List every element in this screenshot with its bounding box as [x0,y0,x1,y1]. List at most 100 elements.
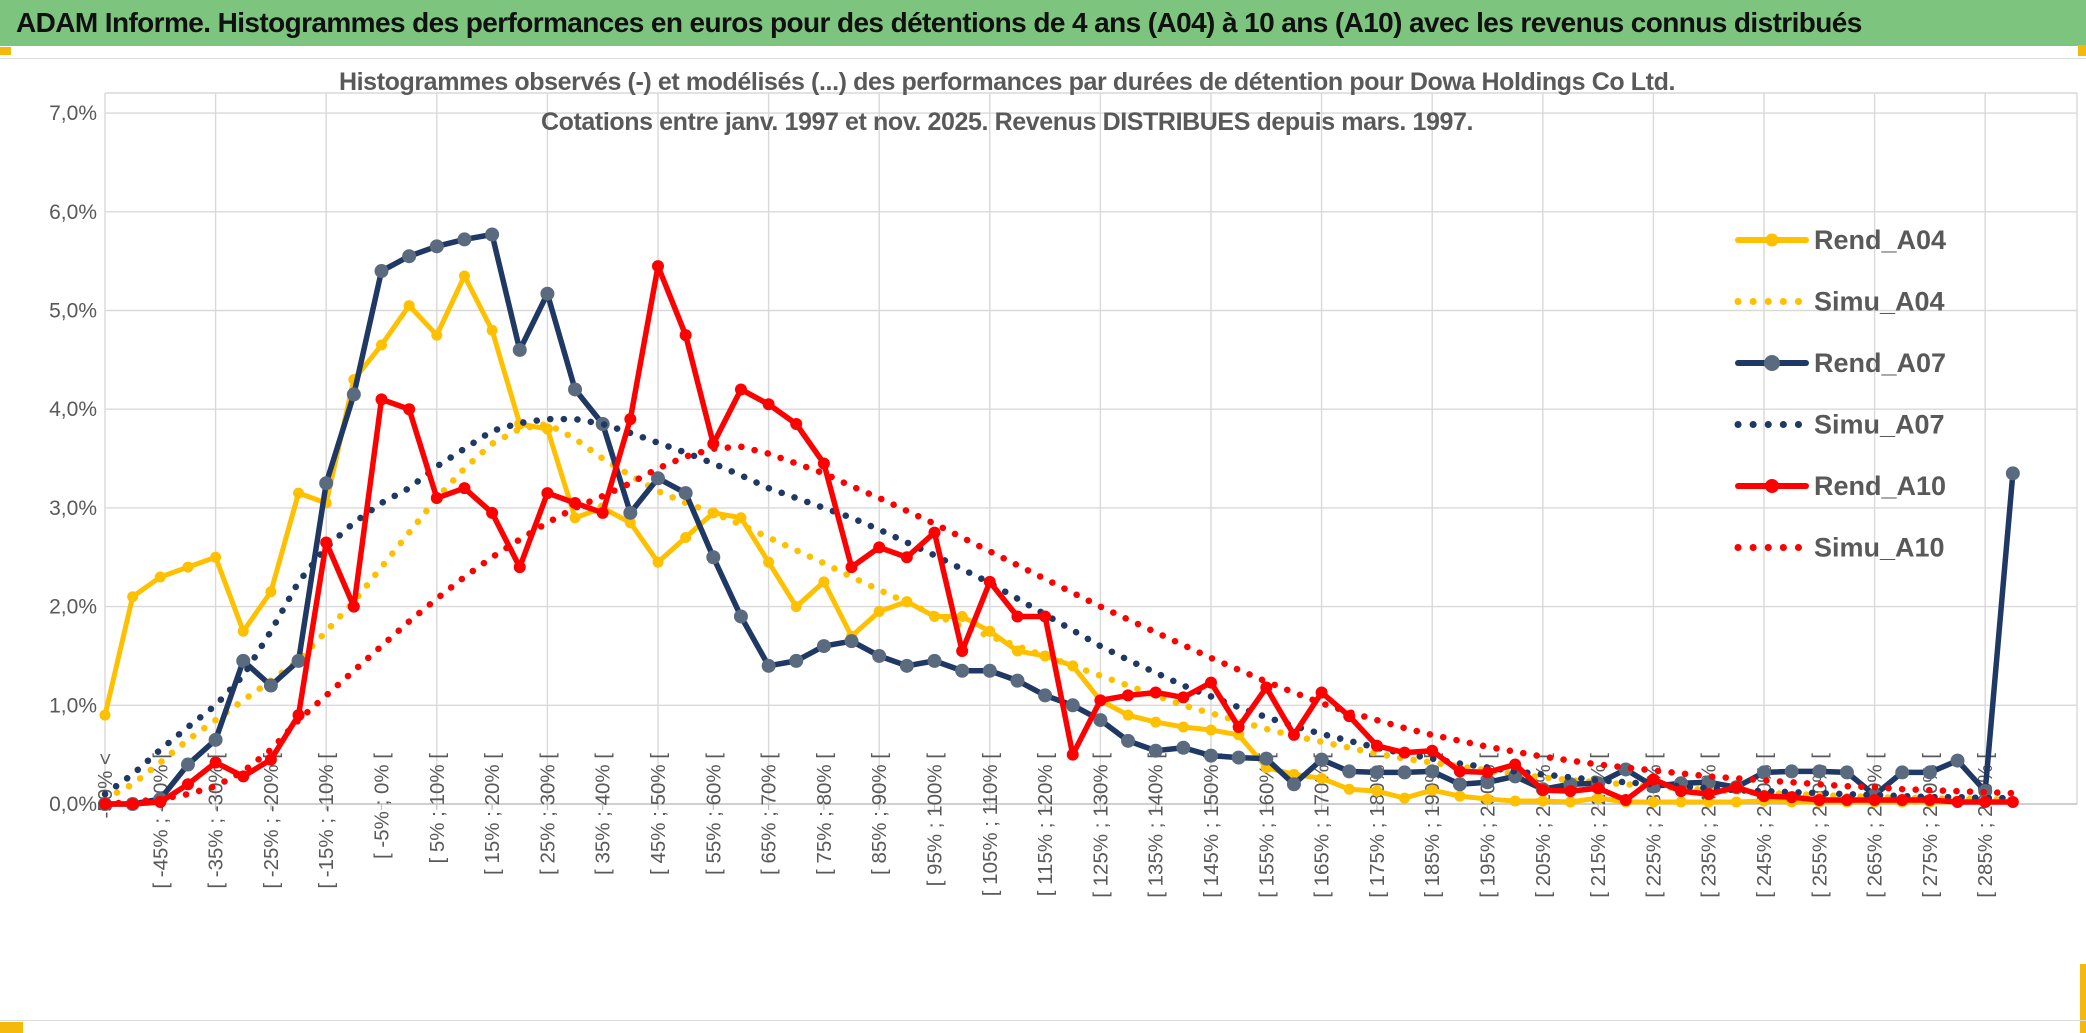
series-marker-Rend_A07 [1895,765,1910,780]
series-marker-Rend_A10 [237,770,250,783]
series-marker-Rend_A10 [1066,748,1079,761]
series-marker-Rend_A07 [1176,740,1191,755]
series-marker-Rend_A04 [431,329,443,341]
series-marker-Rend_A04 [486,324,498,336]
series-marker-Rend_A10 [1619,794,1632,807]
series-marker-Rend_A07 [1480,775,1495,790]
chart-title: Histogrammes observés (-) et modélisés (… [339,68,1675,136]
legend-swatch-marker-Rend_A10 [1765,479,1779,493]
series-marker-Rend_A10 [430,492,443,505]
x-axis-label: [ 105% ; 110% [ [979,753,1002,897]
series-marker-Rend_A10 [1122,689,1135,702]
series-line-Simu_A07 [101,415,2017,802]
series-marker-Rend_A10 [1592,782,1605,795]
series-marker-Rend_A10 [264,753,277,766]
series-marker-Rend_A07 [1397,765,1412,780]
x-axis-label: [ 75% ; 80% [ [813,753,836,875]
series-marker-Rend_A07 [1812,764,1827,779]
legend-item-Simu_A07: Simu_A07 [1734,410,1945,440]
series-marker-Rend_A07 [899,658,914,673]
series-marker-Rend_A07 [982,663,997,678]
series-marker-Rend_A07 [651,471,665,486]
series-marker-Rend_A04 [458,270,470,282]
legend-swatch-marker-Rend_A07 [1764,355,1780,371]
y-axis-label: 6,0% [49,201,97,224]
series-marker-Rend_A10 [292,709,305,722]
series-marker-Rend_A07 [789,653,804,668]
series-marker-Rend_A10 [679,329,692,342]
legend: Rend_A04 Simu_A04 Rend_A07 Simu_A07 Rend_A10… [1734,225,1946,563]
series-marker-Rend_A07 [402,249,417,264]
series-marker-Rend_A07 [236,653,251,668]
series-marker-Rend_A04 [956,610,968,622]
series-marker-Rend_A07 [540,286,555,301]
series-marker-Rend_A10 [624,413,637,426]
x-axis-label: [ -35% ; -30% [ [205,753,228,889]
series-marker-Rend_A10 [1315,686,1328,699]
series-marker-Rend_A04 [1150,716,1162,728]
series-marker-Rend_A10 [1730,781,1743,794]
series-marker-Rend_A07 [319,476,334,491]
series-marker-Rend_A07 [623,505,638,520]
series-marker-Rend_A10 [320,536,333,549]
legend-item-Rend_A10: Rend_A10 [1735,471,1946,501]
series-line-Rend_A07 [102,231,2016,807]
series-marker-Rend_A10 [1647,773,1660,786]
series-marker-Rend_A10 [1453,765,1466,778]
series-marker-Rend_A10 [513,561,526,574]
x-axis-label: [ 95% ; 100% [ [924,753,947,887]
x-axis-label: [ 155% ; 160% [ [1255,753,1278,898]
series-marker-Rend_A04 [818,576,830,588]
legend-label-Rend_A10: Rend_A10 [1814,471,1946,501]
legend-item-Rend_A07: Rend_A07 [1735,348,1946,378]
series-marker-Rend_A07 [346,387,361,402]
series-marker-Rend_A07 [1839,765,1854,780]
x-axis-label: [ 135% ; 140% [ [1145,753,1168,898]
series-marker-Rend_A07 [2005,466,2020,481]
series-marker-Rend_A07 [816,639,831,654]
series-marker-Rend_A07 [1204,748,1218,763]
series-marker-Rend_A07 [1148,743,1163,758]
series-marker-Rend_A10 [1979,796,1992,809]
x-axis-label: [ 165% ; 170% [ [1311,753,1334,898]
series-marker-Rend_A10 [900,551,913,564]
series-marker-Rend_A10 [1260,681,1273,694]
x-axis-label: [ 85% ; 90% [ [868,753,891,875]
y-axis-label: 3,0% [49,497,97,520]
series-marker-Rend_A07 [1314,752,1329,767]
x-axis-label: [ 125% ; 130% [ [1089,753,1112,898]
x-axis-label: [ -15% ; -10% [ [315,753,338,889]
series-marker-Rend_A04 [1482,793,1493,805]
header-sub-strip [0,46,2086,59]
y-axis-label: 4,0% [49,398,97,421]
x-axis-label: [ -25% ; -20% [ [260,753,283,889]
series-marker-Rend_A10 [181,778,194,791]
accent-top-right [2078,45,2086,56]
x-axis-label: [ -5% ; 0% [ [371,753,394,859]
chart-title-line2: Cotations entre janv. 1997 et nov. 2025.… [541,108,1473,136]
series-marker-Rend_A07 [1757,765,1771,780]
series-marker-Rend_A04 [569,512,581,524]
series-marker-Rend_A04 [652,556,664,568]
y-axis-label: 2,0% [49,596,97,619]
series-line-Simu_A10 [101,443,2017,808]
series-marker-Rend_A10 [1675,785,1688,798]
series-marker-Rend_A10 [1481,766,1494,779]
series-marker-Rend_A07 [844,634,859,649]
series-marker-Rend_A07 [457,232,472,247]
series-marker-Rend_A07 [733,609,748,624]
series-marker-Rend_A07 [927,653,942,668]
series-marker-Rend_A04 [680,532,692,544]
series-marker-Rend_A07 [568,382,583,397]
series-marker-Rend_A07 [1259,751,1274,766]
y-axis-label: 5,0% [49,300,97,323]
series-marker-Rend_A04 [1343,783,1355,795]
x-axis-label: [ 5% ; 10% [ [426,753,449,864]
series-marker-Rend_A10 [1370,739,1383,752]
series-marker-Rend_A10 [762,398,775,411]
series-marker-Rend_A10 [790,418,803,431]
x-axis-label: [ 255% ; 260% [ [1808,753,1831,898]
series-line-Rend_A04 [102,273,2016,805]
series-Rend_A10 [99,260,2019,810]
series-marker-Rend_A07 [955,663,970,678]
